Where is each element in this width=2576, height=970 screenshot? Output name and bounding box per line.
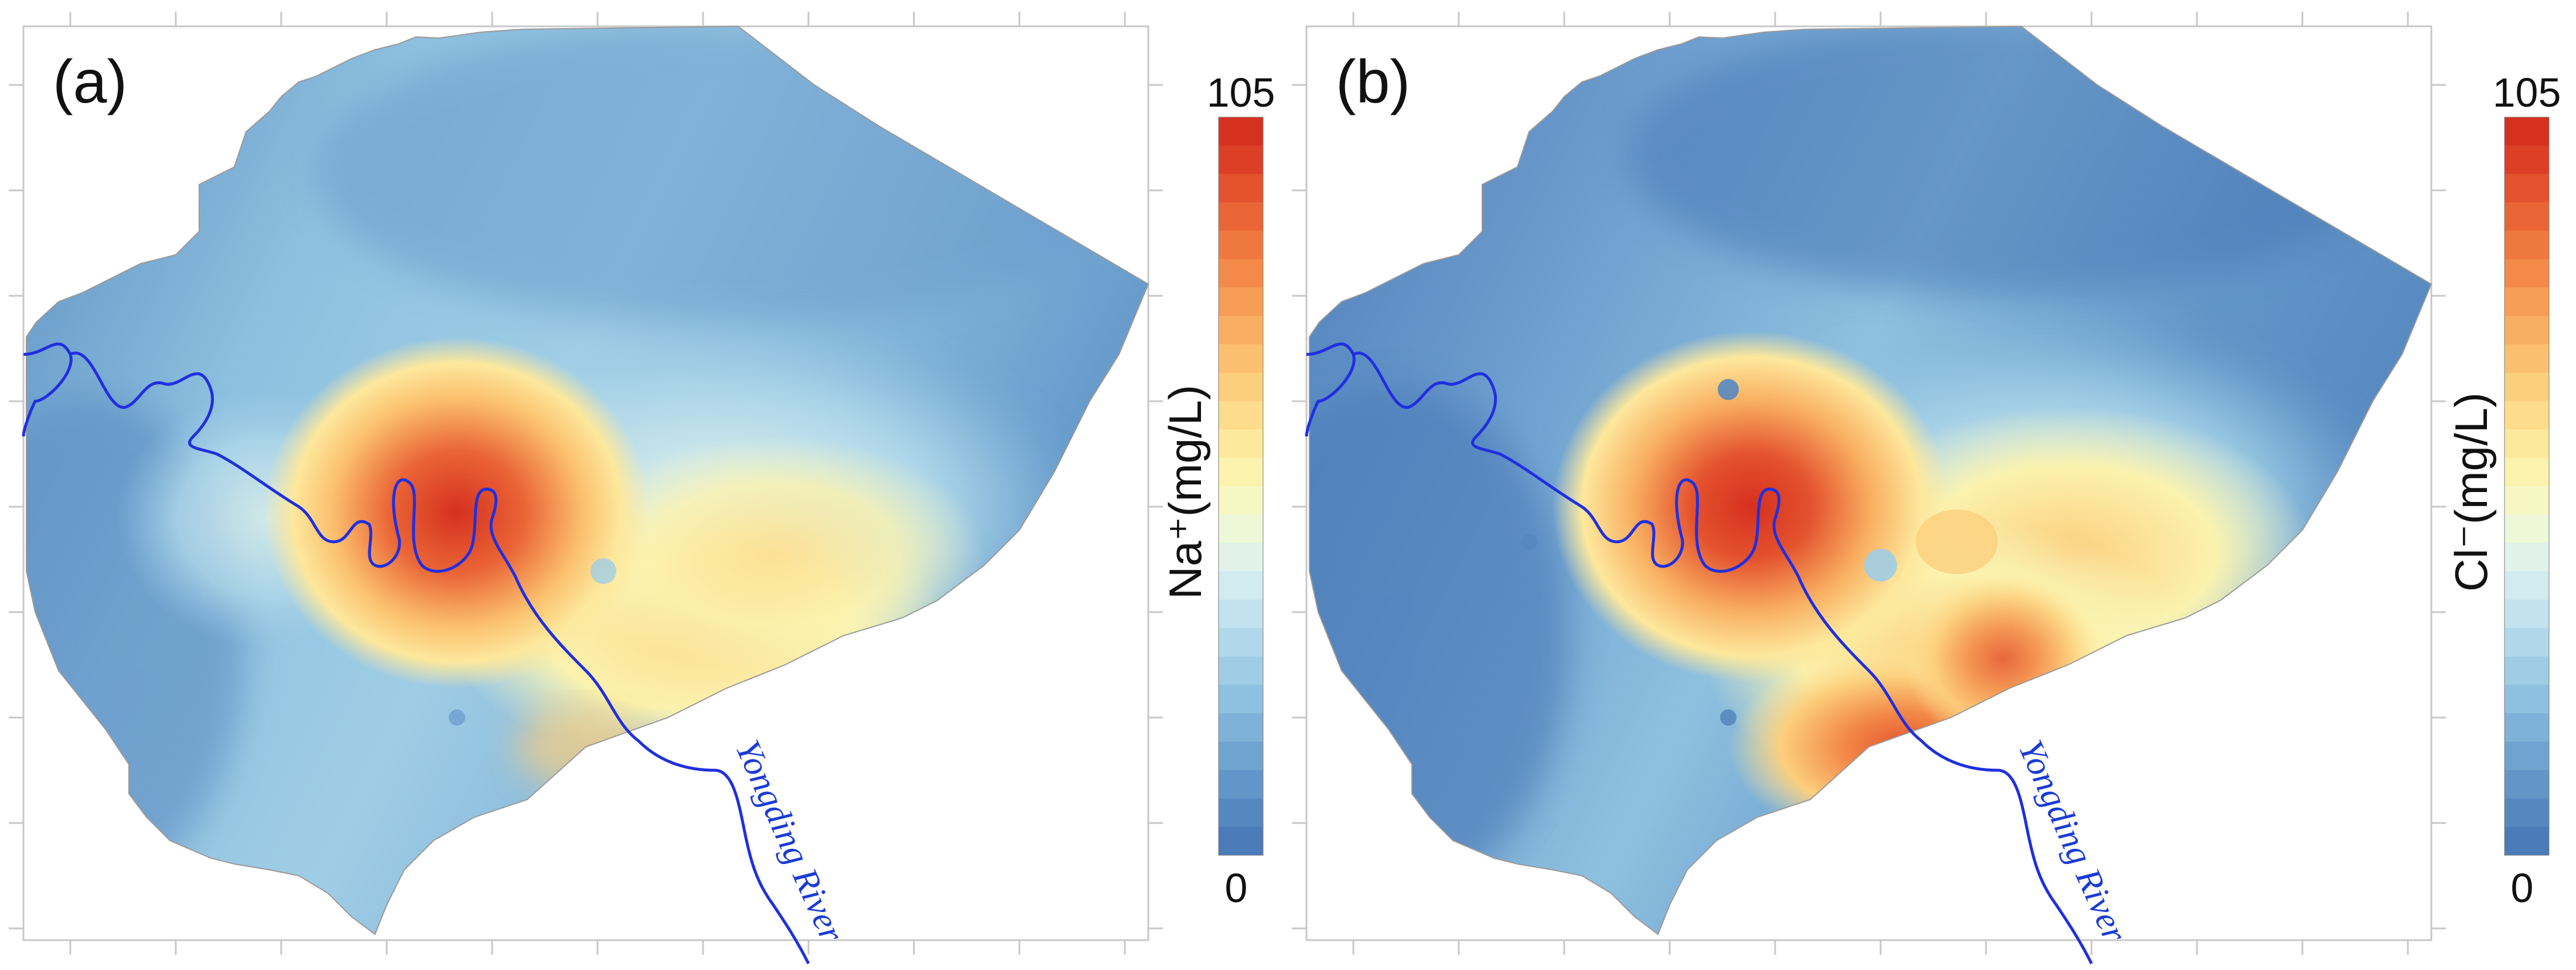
colorbar-step — [2505, 344, 2549, 373]
colorbar-step — [1219, 173, 1263, 203]
colorbar-step — [2505, 117, 2549, 146]
panel-b-colorbar-steps — [2505, 117, 2549, 856]
colorbar-step — [1219, 656, 1263, 685]
panel-b-colorbar: 105 0 Cl⁻(mg/L) — [2445, 70, 2561, 911]
colorbar-step — [1219, 486, 1263, 515]
panel-b-colorbar-max: 105 — [2493, 70, 2561, 115]
colorbar-step — [1219, 259, 1263, 288]
colorbar-step — [2505, 685, 2549, 714]
colorbar-step — [2505, 542, 2549, 572]
colorbar-step — [2505, 173, 2549, 203]
colorbar-step — [1219, 742, 1263, 771]
colorbar-step — [2505, 826, 2549, 856]
colorbar-step — [2505, 571, 2549, 600]
panel-b-label: (b) — [1336, 48, 1410, 116]
colorbar-step — [1219, 542, 1263, 572]
colorbar-step — [2505, 599, 2549, 629]
colorbar-step — [1219, 287, 1263, 316]
panel-b-hotspot-central — [1553, 331, 1951, 682]
colorbar-step — [2505, 713, 2549, 742]
colorbar-step — [1219, 685, 1263, 714]
colorbar-step — [2505, 486, 2549, 515]
colorbar-step — [2505, 259, 2549, 288]
colorbar-step — [1219, 713, 1263, 742]
panel-b: (b) Yongding River — [1292, 12, 2446, 964]
colorbar-step — [1219, 798, 1263, 828]
colorbar-step — [1219, 457, 1263, 487]
colorbar-step — [2505, 145, 2549, 175]
colorbar-step — [1219, 514, 1263, 544]
panel-b-ticks — [1292, 12, 2446, 955]
colorbar-step — [2505, 230, 2549, 259]
colorbar-step — [2505, 316, 2549, 345]
colorbar-step — [2505, 457, 2549, 487]
colorbar-step — [1219, 373, 1263, 402]
panel-b-colorbar-min: 0 — [2511, 865, 2534, 911]
colorbar-step — [1219, 599, 1263, 629]
panel-a-colorbar: 105 0 Na⁺(mg/L) — [1159, 70, 1275, 911]
colorbar-step — [2505, 429, 2549, 459]
colorbar-step — [1219, 429, 1263, 459]
panel-a-hotspot-central — [264, 337, 650, 688]
panel-a-ticks — [9, 12, 1163, 955]
panel-b-colorbar-title: Cl⁻(mg/L) — [2445, 392, 2497, 592]
colorbar-step — [2505, 287, 2549, 316]
colorbar-step — [1219, 770, 1263, 799]
colorbar-step — [2505, 770, 2549, 799]
colorbar-step — [1219, 826, 1263, 856]
colorbar-step — [1219, 202, 1263, 231]
colorbar-step — [2505, 798, 2549, 828]
colorbar-step — [1219, 316, 1263, 345]
colorbar-step — [1219, 571, 1263, 600]
colorbar-step — [2505, 656, 2549, 685]
colorbar-step — [1219, 145, 1263, 175]
colorbar-step — [1219, 117, 1263, 146]
panel-a-label: (a) — [53, 48, 127, 116]
colorbar-step — [2505, 401, 2549, 430]
panel-a-colorbar-title: Na⁺(mg/L) — [1159, 385, 1211, 599]
colorbar-step — [1219, 230, 1263, 259]
colorbar-step — [2505, 373, 2549, 402]
colorbar-step — [2505, 202, 2549, 231]
colorbar-step — [1219, 401, 1263, 430]
colorbar-step — [2505, 514, 2549, 544]
colorbar-step — [2505, 628, 2549, 657]
panel-a-colorbar-min: 0 — [1225, 865, 1248, 911]
colorbar-step — [1219, 344, 1263, 373]
colorbar-step — [1219, 628, 1263, 657]
panel-a: (a) Yongding River — [9, 12, 1163, 964]
panel-a-colorbar-max: 105 — [1207, 70, 1275, 115]
colorbar-step — [2505, 742, 2549, 771]
panel-a-colorbar-steps — [1219, 117, 1263, 856]
